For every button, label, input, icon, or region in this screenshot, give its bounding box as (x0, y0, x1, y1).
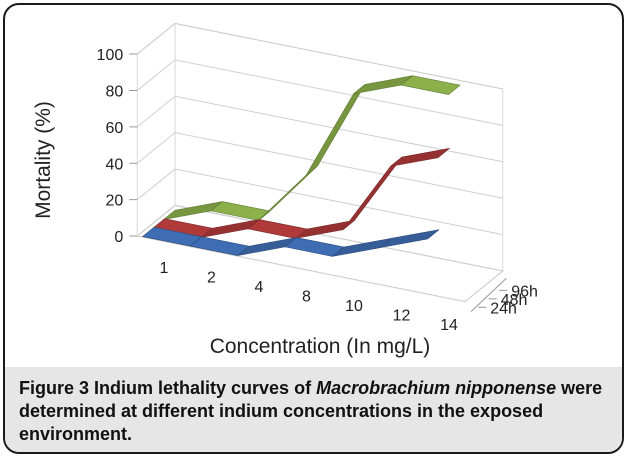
figure-caption: Figure 3 Indium lethality curves of Macr… (5, 367, 622, 452)
x-tick-label: 10 (345, 298, 363, 315)
gridline (136, 168, 503, 236)
y-tick-label: 80 (105, 83, 123, 100)
ribbon-segment (390, 148, 450, 167)
gridline (136, 204, 503, 272)
series-96h (163, 75, 461, 221)
series-24h (141, 226, 440, 257)
x-tick-label: 2 (207, 270, 216, 287)
y-axis-label: Mortality (%) (32, 101, 55, 219)
caption-label: Figure 3 (19, 378, 90, 398)
gridlines (136, 22, 503, 272)
series-48h (152, 148, 450, 239)
series-ribbons (141, 75, 461, 257)
gridline (136, 22, 503, 90)
x-tick-label: 1 (160, 260, 169, 277)
caption-text-before: Indium lethality curves of (89, 378, 317, 398)
x-tick-label: 12 (393, 308, 411, 325)
y-tick-label: 20 (105, 193, 123, 210)
y-axis-ticks: 0 20 40 60 80 100 (97, 47, 138, 246)
y-tick-label: 100 (97, 47, 124, 64)
x-tick-label: 4 (255, 279, 264, 296)
figure-frame: 0 20 40 60 80 100 1 2 4 8 10 12 14 96h 48h 24h Mortal… (3, 3, 624, 454)
y-tick-label: 0 (114, 229, 123, 246)
depth-tick-label: 24h (490, 300, 517, 317)
gridline (136, 95, 503, 163)
caption-species: Macrobrachium nipponense (316, 378, 557, 398)
depth-axis-line (470, 277, 507, 312)
gridline (136, 132, 503, 199)
caption-text-after: were determined at different indium conc… (19, 378, 603, 444)
side-wall (136, 22, 176, 238)
ribbon-segment (400, 75, 461, 95)
depth-tick-label: 96h (511, 283, 538, 300)
x-tick-label: 8 (302, 289, 311, 306)
x-tick-label: 14 (440, 317, 458, 334)
gridline (136, 59, 503, 126)
ribbon-segment (379, 229, 440, 248)
y-tick-label: 60 (105, 120, 123, 137)
depth-tick-label: 48h (501, 292, 528, 309)
x-axis-label: Concentration (In mg/L) (210, 335, 431, 358)
y-tick-label: 40 (105, 156, 123, 173)
